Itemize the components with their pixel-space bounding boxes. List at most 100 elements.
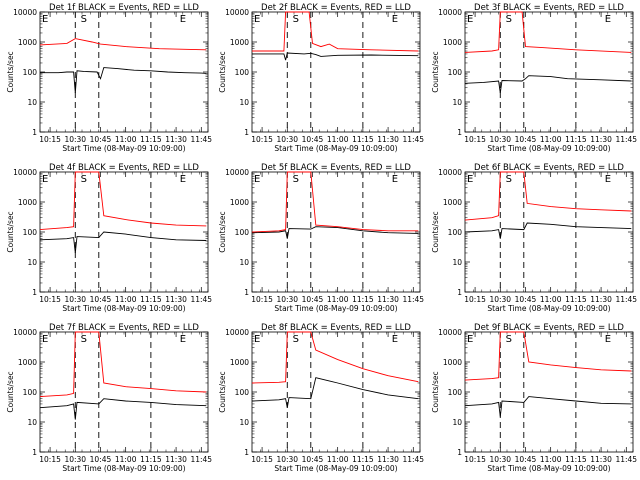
x-tick-label: 11:15: [565, 135, 587, 144]
y-tick-label: 1000: [18, 38, 37, 47]
x-tick-label: 11:45: [615, 135, 637, 144]
interval-marker: S: [81, 334, 87, 345]
y-tick-label: 1000: [230, 198, 249, 207]
y-tick-label: 10: [239, 98, 249, 107]
y-tick-label: 10000: [13, 168, 37, 177]
interval-marker: E: [467, 14, 473, 25]
plot-frame: [39, 171, 209, 293]
x-tick-label: 11:45: [190, 135, 212, 144]
y-tick-label: 10: [452, 258, 462, 267]
interval-marker: E: [467, 174, 473, 185]
x-tick-label: 11:30: [377, 295, 399, 304]
interval-marker: S: [293, 174, 299, 185]
interval-marker: E: [467, 334, 473, 345]
x-tick-label: 11:15: [352, 295, 374, 304]
panel-title: Det 6f BLACK = Events, RED = LLD: [474, 163, 624, 173]
y-axis-label: Counts/sec: [6, 211, 15, 252]
panel-title: Det 8f BLACK = Events, RED = LLD: [261, 323, 411, 333]
panel-det-7: Det 7f BLACK = Events, RED = LLD 1 10 100 10…: [6, 323, 212, 473]
x-tick-label: 10:30: [489, 295, 511, 304]
interval-marker: S: [81, 174, 87, 185]
series-events: [39, 398, 207, 420]
x-axis-label: Start Time (08-May-09 10:09:00): [487, 144, 610, 153]
x-tick-label: 10:45: [302, 295, 324, 304]
interval-marker: E: [392, 14, 398, 25]
x-tick-label: 11:00: [115, 135, 137, 144]
x-axis-label: Start Time (08-May-09 10:09:00): [274, 304, 397, 313]
x-tick-label: 10:15: [251, 295, 273, 304]
interval-marker: E: [605, 174, 611, 185]
plot-frame: [464, 171, 634, 293]
x-axis-label: Start Time (08-May-09 10:09:00): [274, 144, 397, 153]
series-events: [40, 67, 207, 94]
x-tick-label: 10:30: [64, 295, 86, 304]
x-tick-label: 10:45: [90, 135, 112, 144]
series-lld: [39, 38, 207, 51]
y-tick-label: 10000: [225, 8, 249, 17]
x-tick-label: 11:15: [140, 455, 162, 464]
panel-det-4: Det 4f BLACK = Events, RED = LLD 1 10 100 10…: [6, 163, 212, 313]
interval-marker: E: [42, 174, 48, 185]
x-tick-label: 10:30: [276, 295, 298, 304]
series-events: [251, 377, 419, 408]
x-tick-label: 11:30: [590, 455, 612, 464]
x-tick-label: 11:00: [540, 295, 562, 304]
y-tick-label: 100: [23, 228, 38, 237]
x-axis-label: Start Time (08-May-09 10:09:00): [62, 304, 185, 313]
y-tick-label: 100: [235, 388, 250, 397]
y-tick-label: 10: [452, 98, 462, 107]
panel-title: Det 2f BLACK = Events, RED = LLD: [261, 3, 411, 13]
y-tick-label: 100: [235, 68, 250, 77]
plot-frame: [251, 11, 421, 133]
x-tick-label: 10:15: [251, 135, 273, 144]
interval-marker: S: [506, 14, 512, 25]
y-axis-label: Counts/sec: [218, 211, 227, 252]
interval-marker: E: [392, 334, 398, 345]
series-events: [464, 75, 632, 94]
interval-marker: E: [180, 14, 186, 25]
series-events: [39, 231, 207, 254]
x-tick-label: 10:15: [39, 135, 61, 144]
y-tick-label: 10: [239, 418, 249, 427]
x-tick-label: 10:15: [39, 455, 61, 464]
y-tick-label: 1: [32, 288, 37, 297]
x-tick-label: 10:45: [302, 455, 324, 464]
series-events: [464, 396, 632, 417]
series-lld: [39, 171, 207, 231]
x-tick-label: 10:45: [515, 135, 537, 144]
interval-marker: S: [506, 174, 512, 185]
y-tick-label: 1: [457, 128, 462, 137]
y-tick-label: 10: [27, 258, 37, 267]
x-tick-label: 10:15: [251, 455, 273, 464]
x-tick-label: 10:45: [90, 455, 112, 464]
y-tick-label: 100: [235, 228, 250, 237]
x-tick-label: 11:30: [165, 135, 187, 144]
series-events: [252, 52, 419, 61]
x-tick-label: 11:45: [402, 455, 424, 464]
interval-marker: E: [180, 174, 186, 185]
x-tick-label: 11:45: [615, 295, 637, 304]
plot-frame: [464, 11, 634, 133]
series-lld: [251, 331, 419, 384]
panel-title: Det 1f BLACK = Events, RED = LLD: [49, 3, 199, 13]
y-tick-label: 1000: [443, 38, 462, 47]
y-tick-label: 1000: [443, 358, 462, 367]
y-tick-label: 10000: [13, 8, 37, 17]
x-tick-label: 11:00: [115, 455, 137, 464]
x-tick-label: 11:00: [115, 295, 137, 304]
y-tick-label: 1000: [230, 358, 249, 367]
series-events: [251, 226, 419, 239]
y-axis-label: Counts/sec: [431, 211, 440, 252]
y-axis-label: Counts/sec: [6, 51, 15, 92]
panel-title: Det 5f BLACK = Events, RED = LLD: [261, 163, 411, 173]
interval-marker: S: [506, 334, 512, 345]
x-tick-label: 11:45: [190, 295, 212, 304]
interval-marker: S: [293, 334, 299, 345]
y-axis-label: Counts/sec: [218, 51, 227, 92]
y-tick-label: 1000: [230, 38, 249, 47]
panel-det-3: Det 3f BLACK = Events, RED = LLD 1 10 100 10…: [431, 3, 637, 153]
interval-marker: E: [605, 334, 611, 345]
y-tick-label: 10000: [438, 168, 462, 177]
y-tick-label: 10: [27, 418, 37, 427]
x-axis-label: Start Time (08-May-09 10:09:00): [274, 464, 397, 473]
